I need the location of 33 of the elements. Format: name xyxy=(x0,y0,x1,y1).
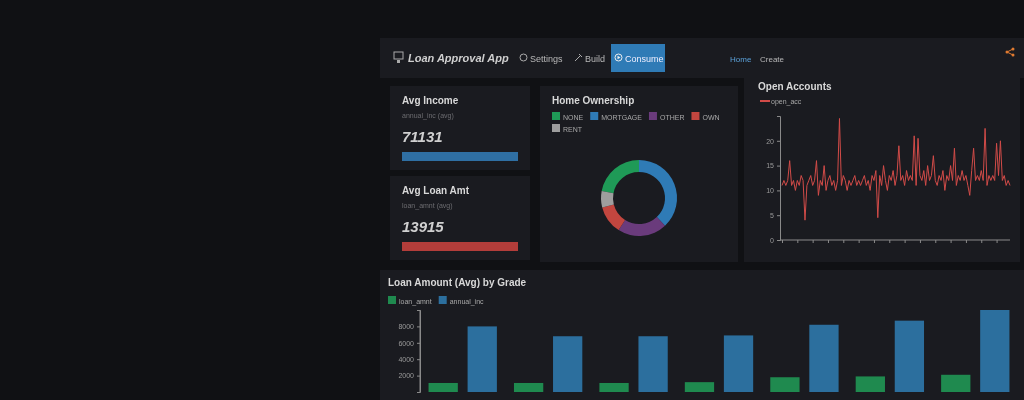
text: Build xyxy=(585,54,606,64)
bar xyxy=(428,382,458,392)
donut-slice xyxy=(602,204,626,231)
bar xyxy=(599,382,629,392)
bar xyxy=(513,382,544,392)
bar xyxy=(855,376,885,392)
bar xyxy=(770,377,800,392)
text: Loan Approval App xyxy=(408,52,509,64)
bar xyxy=(553,336,583,392)
text: Consume xyxy=(625,54,664,64)
donut-slice xyxy=(601,160,639,194)
chart-title: Home Ownership xyxy=(552,95,635,106)
bar xyxy=(894,320,925,392)
chart-title: Open Accounts xyxy=(758,81,832,92)
bar xyxy=(684,382,715,392)
donut-slice xyxy=(601,190,614,208)
bar xyxy=(809,324,839,392)
text: 13915 xyxy=(402,218,445,235)
text: Create xyxy=(760,55,785,64)
line-series xyxy=(781,117,1011,221)
text: Avg Loan Amt xyxy=(402,185,470,196)
bar xyxy=(941,374,971,392)
text: Avg Income xyxy=(402,95,459,106)
donut-slice xyxy=(639,160,677,226)
bar xyxy=(980,310,1010,392)
chart-title: Loan Amount (Avg) by Grade xyxy=(388,277,527,288)
bar xyxy=(638,336,668,392)
bar xyxy=(723,335,754,392)
text: Settings xyxy=(530,54,564,64)
text: 71131 xyxy=(402,128,443,145)
donut-slice xyxy=(618,216,666,236)
bar xyxy=(467,326,497,392)
text: Home xyxy=(730,55,752,64)
